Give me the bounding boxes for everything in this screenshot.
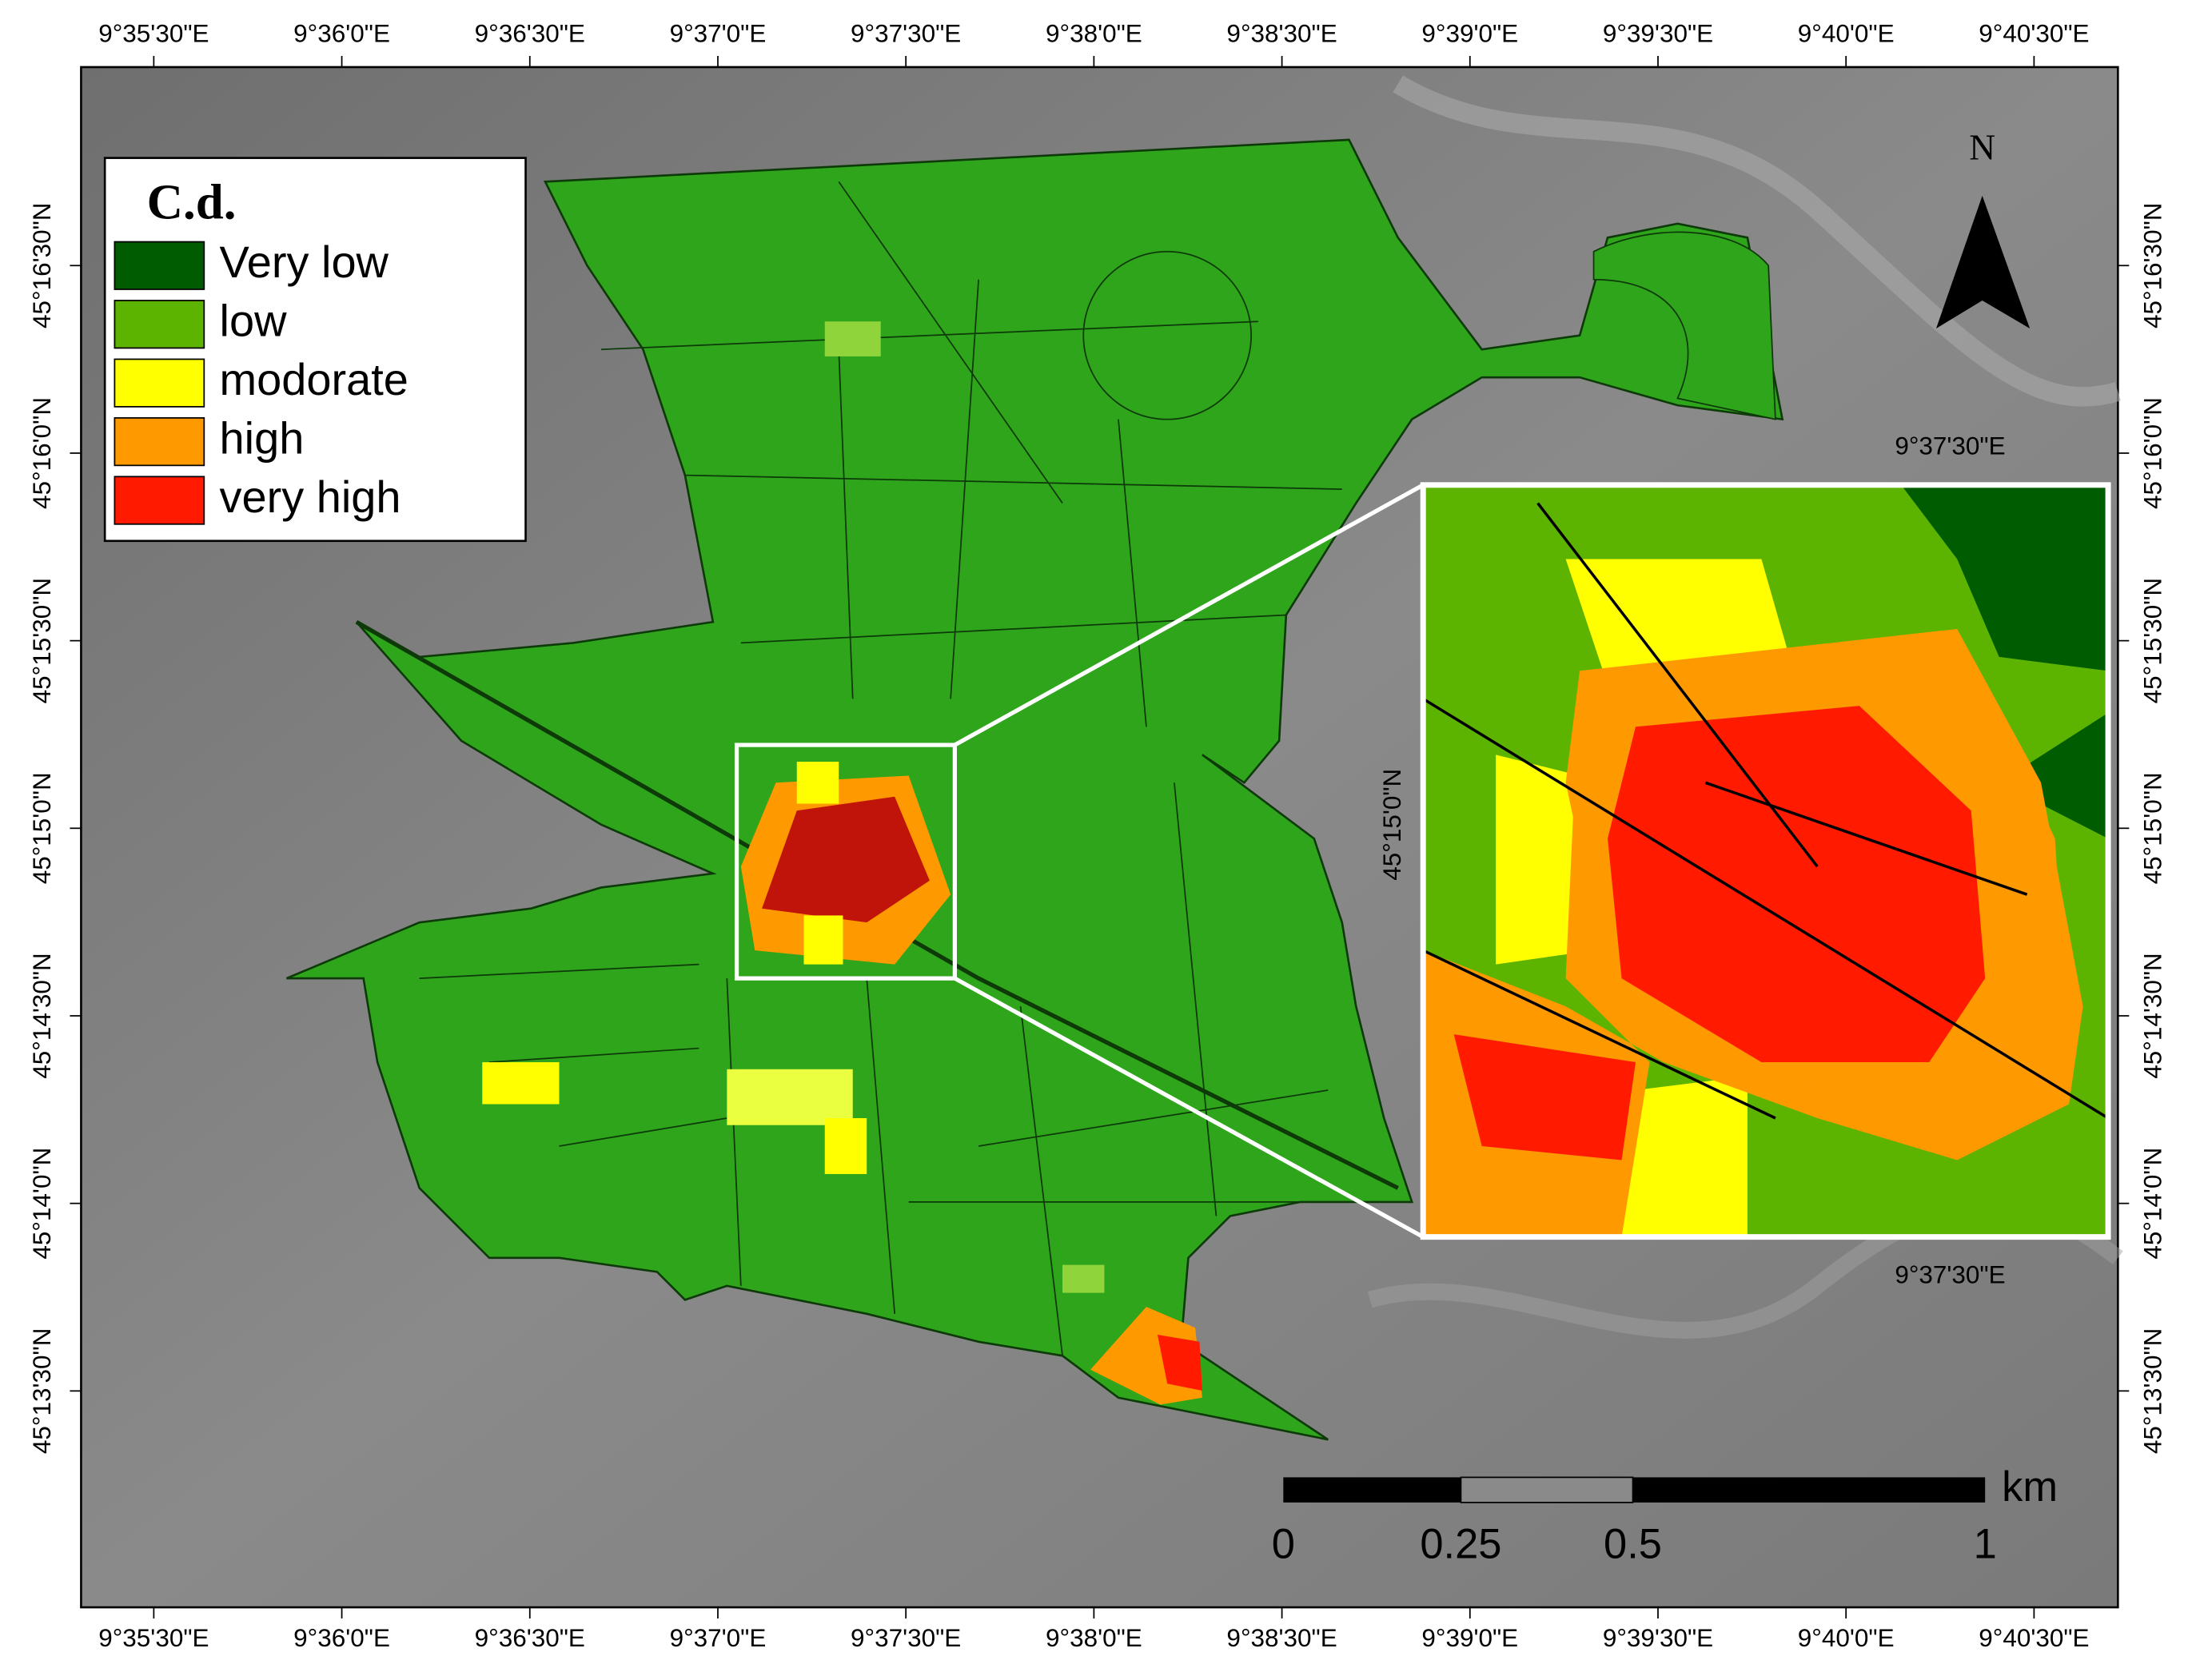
patch — [727, 1069, 853, 1125]
legend-swatch — [114, 241, 205, 290]
scale-label: 0.25 — [1420, 1522, 1501, 1568]
y-tick-label: 45°16'30"N — [2139, 203, 2167, 329]
x-tick-label: 9°35'30"E — [98, 19, 209, 47]
y-tick-label: 45°15'30"N — [28, 578, 56, 703]
inset-locator — [734, 742, 958, 981]
inset-connector — [954, 976, 1425, 1239]
inset-very-high — [1608, 706, 1986, 1063]
y-tick-label: 45°14'0"N — [28, 1148, 56, 1260]
scale-segment — [1283, 1477, 1461, 1503]
inset-patch — [1565, 559, 1790, 685]
inset-patch — [1901, 484, 2109, 671]
x-tick-label: 9°38'0"E — [1046, 1624, 1142, 1652]
field-line — [419, 181, 1342, 1356]
inset-connector — [954, 483, 1425, 747]
x-tick-label: 9°37'30"E — [851, 1624, 961, 1652]
scale-segment — [1460, 1476, 1634, 1503]
inset-road — [1422, 502, 2109, 1120]
municipality-area — [285, 138, 1784, 1441]
inset-x-label: 9°37'30"E — [1895, 1260, 2005, 1288]
x-tick-label: 9°38'0"E — [1046, 19, 1142, 47]
river-bend — [1592, 231, 1776, 420]
x-tick-label: 9°40'30"E — [1979, 19, 2089, 47]
town-very-high — [762, 796, 930, 923]
patch — [1062, 1264, 1105, 1293]
legend-label: very high — [220, 472, 401, 522]
north-arrow — [1935, 195, 2031, 328]
y-tick-label: 45°13'30"N — [28, 1328, 56, 1455]
y-tick-label: 45°14'30"N — [28, 953, 56, 1079]
x-tick-label: 9°40'0"E — [1798, 19, 1895, 47]
legend: C.d. Very low low modorate high very high — [103, 157, 527, 543]
y-tick-label: 45°15'0"N — [28, 772, 56, 884]
scale-segment — [1632, 1477, 1986, 1503]
inset-frame — [1420, 482, 2111, 1240]
patch — [1157, 1335, 1202, 1391]
x-tick-label: 9°36'30"E — [475, 1624, 585, 1652]
y-tick-label: 45°16'0"N — [28, 397, 56, 509]
patch — [482, 1062, 560, 1105]
inset-patch — [1621, 1076, 1748, 1237]
patch — [796, 762, 839, 804]
inset-map: 9°37'30"E 9°37'30"E 45°15'0"N — [1378, 432, 2111, 1288]
y-tick-label: 45°14'0"N — [2139, 1148, 2167, 1260]
y-tick-label: 45°14'30"N — [2139, 953, 2167, 1079]
x-tick-label: 9°37'0"E — [670, 1624, 767, 1652]
x-tick-label: 9°39'0"E — [1421, 1624, 1518, 1652]
x-tick-label: 9°37'30"E — [851, 19, 961, 47]
field-line — [1082, 250, 1252, 420]
patch — [824, 1117, 867, 1174]
x-tick-label: 9°35'30"E — [98, 1624, 209, 1652]
scale-label: 1 — [1974, 1522, 1997, 1568]
y-tick-label: 45°16'30"N — [28, 203, 56, 329]
y-tick-label: 45°15'30"N — [2139, 578, 2167, 704]
terrain — [1393, 75, 2121, 407]
x-tick-label: 9°37'0"E — [670, 19, 767, 47]
patch — [803, 915, 843, 965]
y-tick-label: 45°16'0"N — [2139, 397, 2167, 509]
inset-very-high — [1453, 1034, 1636, 1160]
scale-label: 0 — [1272, 1522, 1295, 1568]
x-tick-label: 9°38'30"E — [1226, 19, 1337, 47]
x-tick-label: 9°38'30"E — [1226, 1624, 1337, 1652]
legend-swatch — [114, 300, 205, 349]
north-label: N — [1969, 126, 1995, 167]
legend-swatch — [114, 417, 205, 467]
x-tick-label: 9°39'0"E — [1421, 19, 1518, 47]
field-lines — [355, 181, 1399, 1356]
x-tick-label: 9°39'30"E — [1603, 1624, 1713, 1652]
railway — [355, 619, 1399, 1190]
x-tick-label: 9°36'0"E — [293, 19, 390, 47]
x-tick-label: 9°36'0"E — [293, 1624, 390, 1652]
inset-x-label: 9°37'30"E — [1895, 432, 2005, 460]
land-patches — [482, 321, 1202, 1405]
patch — [824, 321, 881, 356]
inset-patch — [1999, 712, 2109, 839]
legend-label: low — [220, 296, 288, 346]
x-tick-label: 9°40'0"E — [1798, 1624, 1895, 1652]
legend-title: C.d. — [147, 173, 237, 229]
y-tick-label: 45°15'0"N — [2139, 772, 2167, 884]
legend-label: modorate — [220, 354, 409, 404]
y-tick-label: 45°13'30"N — [2139, 1328, 2167, 1455]
legend-label: Very low — [220, 237, 389, 287]
legend-label: high — [220, 412, 305, 463]
scale-bar: km 0 0.25 0.5 1 — [1272, 1464, 2058, 1568]
x-tick-label: 9°36'30"E — [475, 19, 585, 47]
inset-y-label: 45°15'0"N — [1378, 769, 1406, 881]
scale-unit: km — [2002, 1464, 2058, 1511]
legend-swatch — [114, 476, 205, 525]
legend-swatch — [114, 358, 205, 408]
scale-label: 0.5 — [1604, 1522, 1662, 1568]
x-tick-label: 9°39'30"E — [1603, 19, 1713, 47]
x-tick-label: 9°40'30"E — [1979, 1624, 2089, 1652]
